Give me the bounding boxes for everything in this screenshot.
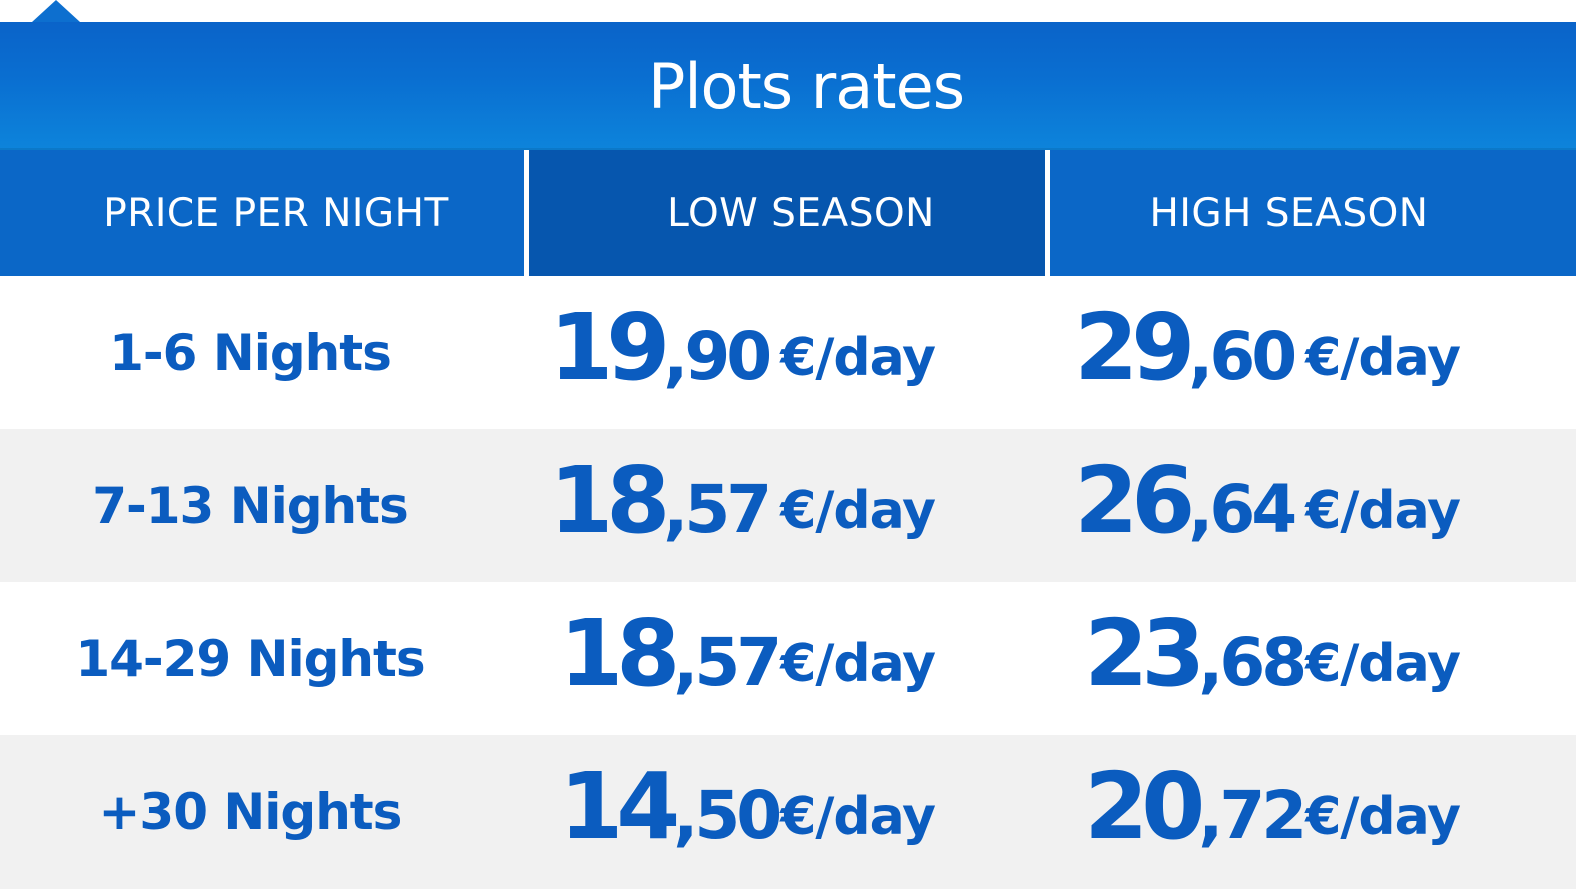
low-season-price: 18,57 €/day — [529, 582, 936, 735]
price-decimal: ,64 — [1188, 470, 1297, 548]
high-season-price: 23,68 €/day — [1050, 582, 1461, 735]
price-decimal: ,50 — [673, 777, 782, 854]
price-decimal: ,60 — [1188, 317, 1297, 395]
header-price-per-night: PRICE PER NIGHT — [0, 150, 524, 276]
price-unit: €/day — [780, 480, 936, 541]
nights-label: +30 Nights — [98, 783, 403, 841]
high-season-price: 29,60 €/day — [1050, 276, 1461, 429]
header-high-season-label: HIGH SEASON — [1149, 190, 1429, 236]
price-integer: 29 — [1074, 293, 1195, 401]
price-decimal: ,90 — [663, 317, 772, 395]
price-decimal: ,68 — [1198, 623, 1307, 701]
price-integer: 18 — [549, 446, 670, 554]
high-season-price: 20,72 €/day — [1050, 735, 1461, 889]
nights-label: 1-6 Nights — [109, 323, 392, 382]
title-bar: Plots rates — [0, 22, 1576, 150]
price-unit: €/day — [1305, 480, 1461, 541]
low-season-price: 14,50 €/day — [529, 735, 936, 889]
header-low-season: LOW SEASON — [529, 150, 1045, 276]
price-unit: €/day — [1305, 327, 1461, 388]
price-integer: 20 — [1084, 753, 1205, 860]
nights-label: 7-13 Nights — [92, 476, 409, 535]
header-high-season: HIGH SEASON — [1050, 150, 1576, 276]
table-row: +30 Nights 14,50 €/day 20,72 €/day — [0, 735, 1576, 889]
price-integer: 26 — [1074, 446, 1195, 554]
price-integer: 19 — [549, 293, 670, 401]
table-row: 1-6 Nights 19,90 €/day 29,60 €/day — [0, 276, 1576, 429]
pointer-notch — [32, 0, 80, 22]
high-season-price: 26,64 €/day — [1050, 429, 1461, 582]
price-integer: 23 — [1084, 599, 1205, 707]
low-season-price: 19,90 €/day — [529, 276, 936, 429]
price-integer: 18 — [559, 599, 680, 707]
nights-label: 14-29 Nights — [75, 629, 425, 688]
low-season-price: 18,57 €/day — [529, 429, 936, 582]
price-decimal: ,57 — [673, 623, 782, 701]
price-unit: €/day — [780, 787, 936, 847]
table-row: 7-13 Nights 18,57 €/day 26,64 €/day — [0, 429, 1576, 582]
price-unit: €/day — [1305, 787, 1461, 847]
price-decimal: ,72 — [1198, 777, 1307, 854]
price-integer: 14 — [559, 753, 680, 860]
table-row: 14-29 Nights 18,57 €/day 23,68 €/day — [0, 582, 1576, 735]
price-unit: €/day — [780, 633, 936, 694]
table-header: PRICE PER NIGHT LOW SEASON HIGH SEASON — [0, 150, 1576, 276]
price-decimal: ,57 — [663, 470, 772, 548]
page-title: Plots rates — [647, 49, 965, 123]
header-price-per-night-label: PRICE PER NIGHT — [103, 190, 449, 236]
price-unit: €/day — [780, 327, 936, 388]
price-unit: €/day — [1305, 633, 1461, 694]
header-low-season-label: LOW SEASON — [667, 190, 935, 236]
